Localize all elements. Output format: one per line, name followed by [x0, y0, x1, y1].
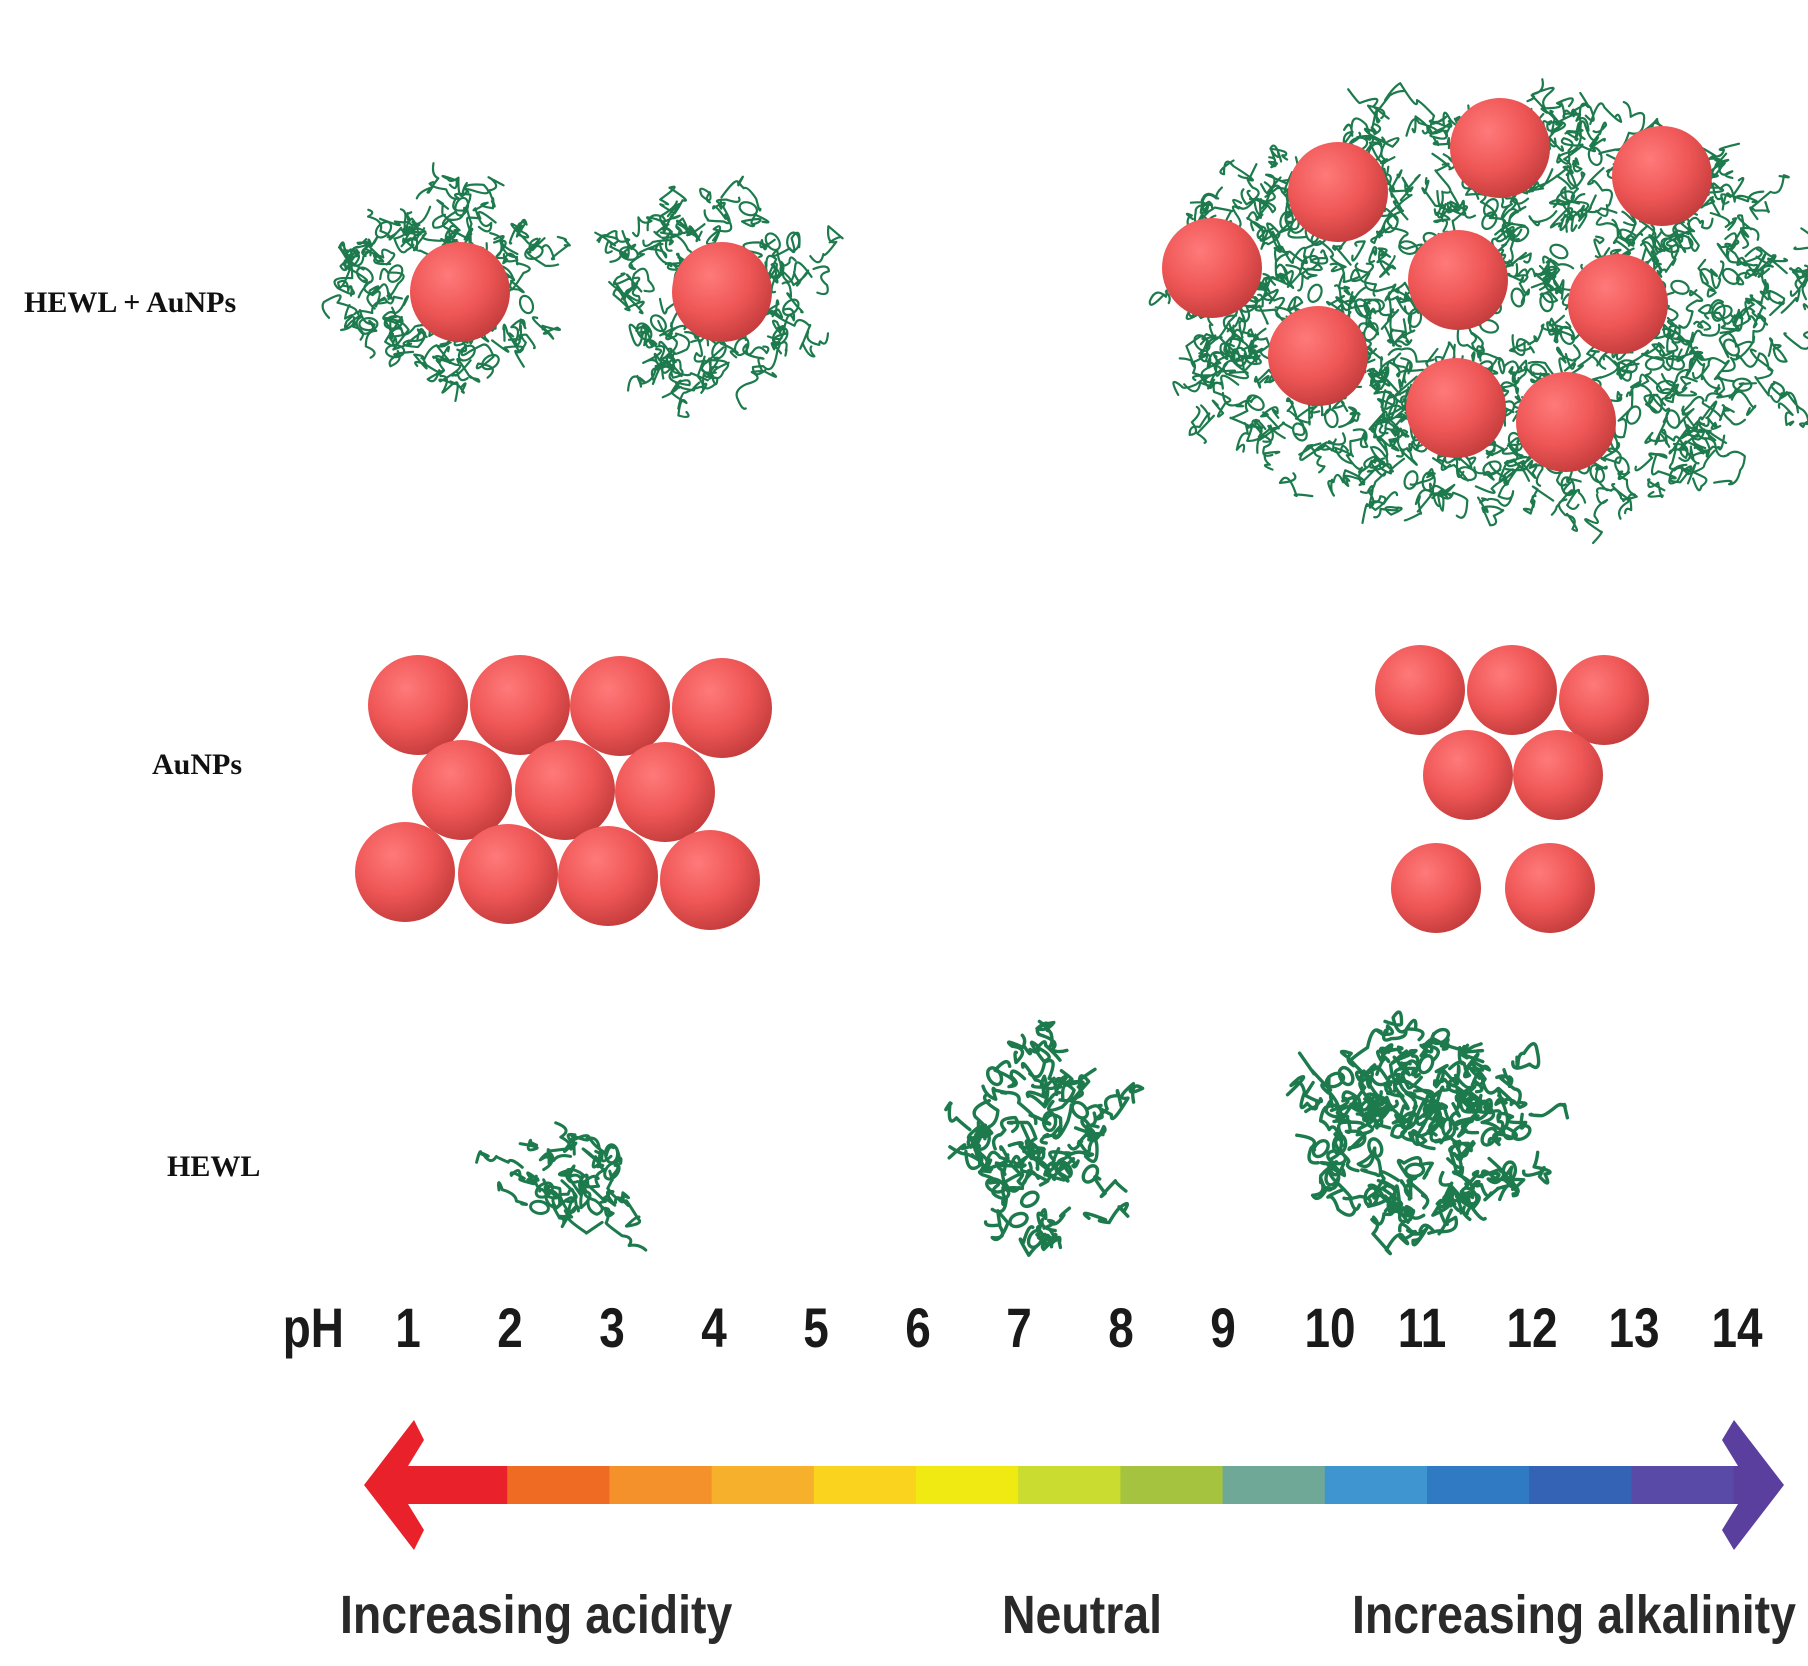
hewl-protein-ribbon	[475, 1121, 648, 1252]
ph-tick-12: 12	[1506, 1296, 1558, 1359]
aunp-sphere	[458, 824, 558, 924]
aunp-sphere	[1513, 730, 1603, 820]
coated-aunp-sphere	[1408, 230, 1508, 330]
row-label-aunps: AuNPs	[152, 748, 243, 781]
nanoparticle-layer	[355, 98, 1712, 933]
ph-gradient-arrow	[364, 1420, 1784, 1550]
coated-aunp-sphere	[1268, 306, 1368, 406]
ph-tick-9: 9	[1210, 1296, 1236, 1359]
ph-color-segment-9	[1222, 1466, 1326, 1504]
ph-label: pH	[282, 1296, 344, 1359]
hewl-coating-ribbon	[321, 162, 571, 402]
aunp-sphere	[558, 826, 658, 926]
ph-tick-6: 6	[905, 1296, 931, 1359]
aunp-sphere	[1505, 843, 1595, 933]
coated-aunp-sphere	[1568, 254, 1668, 354]
ph-color-segment-14	[1733, 1466, 1742, 1504]
row-label-hewl-aunps: HEWL + AuNPs	[24, 286, 237, 319]
hewl-protein-ribbon	[944, 1019, 1145, 1257]
aunp-sphere	[355, 822, 455, 922]
ph-tick-5: 5	[803, 1296, 829, 1359]
aunp-sphere	[470, 655, 570, 755]
ph-color-segment-13	[1631, 1466, 1735, 1504]
coated-aunp-sphere	[1516, 372, 1616, 472]
aunp-sphere	[1423, 730, 1513, 820]
ph-tick-4: 4	[701, 1296, 727, 1359]
ph-color-segment-11	[1427, 1466, 1531, 1504]
aunp-sphere	[1375, 645, 1465, 735]
caption-increasing-alkalinity: Increasing alkalinity	[1352, 1585, 1796, 1645]
row-label-hewl: HEWL	[167, 1150, 261, 1183]
ph-tick-11: 11	[1397, 1296, 1447, 1359]
ph-color-segment-6	[916, 1466, 1020, 1504]
ph-color-segment-8	[1120, 1466, 1224, 1504]
ph-color-segment-4	[711, 1466, 815, 1504]
ph-tick-1: 1	[395, 1296, 421, 1359]
aunp-sphere	[1391, 843, 1481, 933]
arrowhead-right-icon	[1722, 1420, 1784, 1550]
ph-color-segment-3	[609, 1466, 713, 1504]
hewl-protein-ribbon	[1285, 1010, 1570, 1256]
ph-tick-8: 8	[1108, 1296, 1134, 1359]
aunp-sphere	[515, 740, 615, 840]
coated-aunp-sphere	[410, 242, 510, 342]
aunp-sphere	[660, 830, 760, 930]
ph-color-segment-7	[1018, 1466, 1122, 1504]
ph-tick-7: 7	[1006, 1296, 1032, 1359]
arrowhead-left-icon	[364, 1420, 424, 1550]
ph-tick-2: 2	[497, 1296, 523, 1359]
aunp-sphere	[368, 655, 468, 755]
coated-aunp-sphere	[1450, 98, 1550, 198]
ph-tick-13: 13	[1608, 1296, 1660, 1359]
aunp-sphere	[412, 740, 512, 840]
ph-color-segment-10	[1324, 1466, 1428, 1504]
coated-aunp-sphere	[1612, 126, 1712, 226]
caption-increasing-acidity: Increasing acidity	[340, 1585, 733, 1645]
ph-tick-3: 3	[599, 1296, 625, 1359]
ph-color-segment-2	[507, 1466, 611, 1504]
aunp-sphere	[1559, 655, 1649, 745]
ph-color-segment-12	[1529, 1466, 1633, 1504]
aunp-sphere	[672, 658, 772, 758]
aunp-sphere	[570, 656, 670, 756]
coated-aunp-sphere	[1406, 358, 1506, 458]
aunp-sphere	[615, 742, 715, 842]
coated-aunp-sphere	[1288, 142, 1388, 242]
coated-aunp-sphere	[1162, 218, 1262, 318]
caption-neutral: Neutral	[1002, 1585, 1163, 1645]
ph-tick-10: 10	[1304, 1296, 1356, 1359]
ph-color-segment-1	[405, 1466, 509, 1504]
ph-tick-14: 14	[1711, 1296, 1763, 1359]
ph-color-segment-5	[813, 1466, 917, 1504]
coated-aunp-sphere	[672, 242, 772, 342]
aunp-sphere	[1467, 645, 1557, 735]
